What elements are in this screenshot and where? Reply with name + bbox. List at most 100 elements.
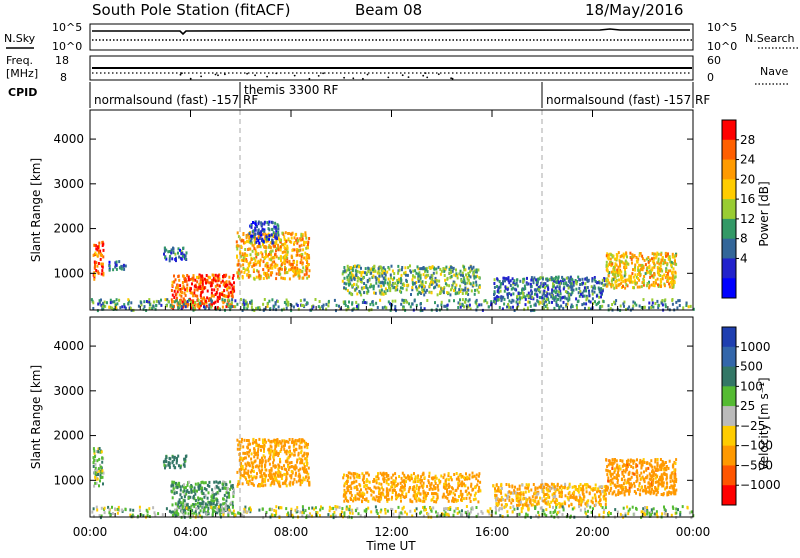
data-cell bbox=[664, 261, 666, 264]
data-cell bbox=[407, 274, 409, 277]
data-cell bbox=[440, 291, 442, 294]
data-cell bbox=[640, 268, 642, 271]
data-cell bbox=[460, 270, 462, 273]
data-cell bbox=[412, 281, 414, 284]
data-cell bbox=[177, 284, 179, 287]
data-cell bbox=[303, 257, 305, 260]
data-cell bbox=[675, 301, 677, 304]
data-cell bbox=[525, 491, 527, 494]
data-cell bbox=[535, 303, 537, 306]
data-cell bbox=[556, 298, 558, 301]
data-cell bbox=[428, 481, 430, 484]
data-cell bbox=[419, 499, 421, 502]
data-cell bbox=[242, 452, 244, 455]
data-cell bbox=[389, 283, 391, 286]
data-cell bbox=[614, 281, 616, 284]
data-cell bbox=[286, 484, 288, 487]
data-cell bbox=[212, 274, 214, 277]
data-cell bbox=[401, 266, 403, 269]
data-cell bbox=[421, 479, 423, 482]
data-cell bbox=[639, 482, 641, 485]
data-cell bbox=[291, 461, 293, 464]
data-cell bbox=[451, 478, 453, 481]
data-cell bbox=[281, 268, 283, 271]
data-cell bbox=[138, 305, 140, 308]
data-cell bbox=[281, 467, 283, 470]
data-cell bbox=[473, 272, 475, 275]
data-cell bbox=[221, 298, 223, 301]
data-cell bbox=[100, 466, 102, 469]
data-cell bbox=[532, 499, 534, 502]
data-cell bbox=[395, 477, 397, 480]
data-cell bbox=[296, 480, 298, 483]
data-cell bbox=[92, 301, 94, 304]
data-cell bbox=[662, 277, 664, 280]
data-cell bbox=[407, 266, 409, 269]
data-cell bbox=[299, 468, 301, 471]
data-cell bbox=[186, 280, 188, 283]
data-cell bbox=[411, 477, 413, 480]
data-cell bbox=[542, 489, 544, 492]
data-cell bbox=[277, 225, 279, 228]
data-cell bbox=[393, 479, 395, 482]
data-cell bbox=[287, 304, 289, 307]
nave-dip bbox=[343, 77, 345, 79]
data-cell bbox=[356, 292, 358, 295]
nsky-tick-low: 10^0 bbox=[52, 40, 82, 53]
data-cell bbox=[397, 265, 399, 268]
data-cell bbox=[301, 459, 303, 462]
data-cell bbox=[464, 301, 466, 304]
data-cell bbox=[449, 492, 451, 495]
data-cell bbox=[359, 494, 361, 497]
data-cell bbox=[358, 265, 360, 268]
data-cell bbox=[447, 304, 449, 307]
data-cell bbox=[175, 502, 177, 505]
data-cell bbox=[257, 450, 259, 453]
data-cell bbox=[545, 305, 547, 308]
data-cell bbox=[243, 299, 245, 302]
data-cell bbox=[185, 257, 187, 260]
data-cell bbox=[347, 500, 349, 503]
data-cell bbox=[460, 279, 462, 282]
data-cell bbox=[506, 497, 508, 500]
data-cell bbox=[425, 291, 427, 294]
data-cell bbox=[382, 477, 384, 480]
data-cell bbox=[158, 302, 160, 305]
data-cell bbox=[465, 497, 467, 500]
data-cell bbox=[595, 499, 597, 502]
data-cell bbox=[369, 481, 371, 484]
data-cell bbox=[238, 245, 240, 248]
data-cell bbox=[595, 484, 597, 487]
data-cell bbox=[237, 231, 239, 234]
data-cell bbox=[196, 276, 198, 279]
nsearch-label: N.Search bbox=[745, 32, 795, 45]
data-cell bbox=[632, 466, 634, 469]
data-cell bbox=[391, 476, 393, 479]
data-cell bbox=[525, 303, 527, 306]
data-cell bbox=[511, 299, 513, 302]
data-cell bbox=[635, 282, 637, 285]
data-cell bbox=[526, 283, 528, 286]
data-cell bbox=[485, 299, 487, 302]
data-cell bbox=[390, 277, 392, 280]
data-cell bbox=[622, 465, 624, 468]
data-cell bbox=[280, 248, 282, 251]
data-cell bbox=[496, 295, 498, 298]
data-cell bbox=[351, 482, 353, 485]
data-cell bbox=[286, 459, 288, 462]
data-cell bbox=[260, 230, 262, 233]
data-cell bbox=[300, 299, 302, 302]
power-cbar-label: Power [dB] bbox=[757, 181, 771, 246]
data-cell bbox=[665, 276, 667, 279]
data-cell bbox=[661, 299, 663, 302]
data-cell bbox=[392, 300, 394, 303]
data-cell bbox=[564, 502, 566, 505]
data-cell bbox=[549, 487, 551, 490]
data-cell bbox=[228, 276, 230, 279]
data-cell bbox=[411, 500, 413, 503]
data-cell bbox=[273, 459, 275, 462]
data-cell bbox=[265, 250, 267, 253]
data-cell bbox=[278, 444, 280, 447]
data-cell bbox=[253, 448, 255, 451]
data-cell bbox=[208, 491, 210, 494]
